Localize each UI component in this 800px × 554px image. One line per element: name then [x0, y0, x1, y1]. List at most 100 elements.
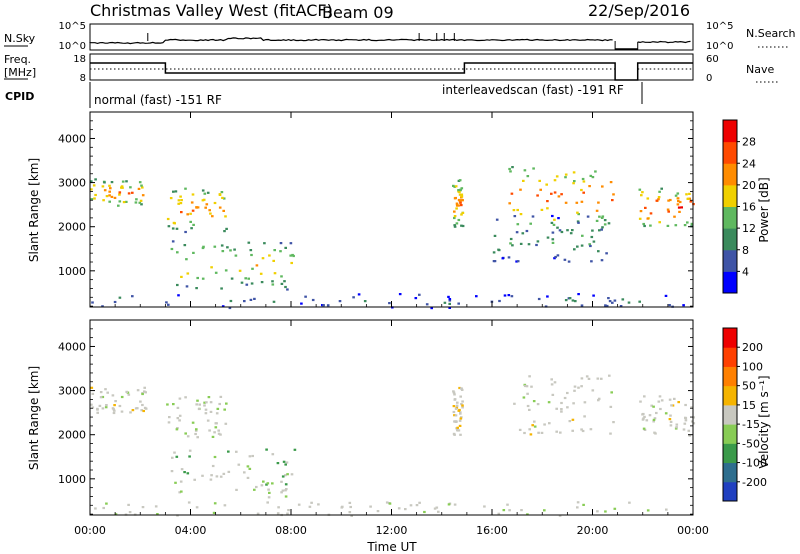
scatter-point-2	[245, 283, 249, 286]
scatter-point-4	[523, 169, 527, 172]
date-label: 22/Sep/2016	[588, 1, 690, 20]
scatter-point-0	[113, 409, 116, 412]
scatter-point-3	[460, 416, 463, 419]
scatter-point-0	[114, 400, 117, 403]
scatter-point-1	[205, 203, 209, 206]
nave-tick-bottom: 0	[706, 73, 712, 84]
scatter-point-6	[666, 224, 670, 227]
scatter-point-4	[580, 385, 583, 388]
scatter-point-4	[548, 422, 551, 425]
scatter-point-7	[503, 294, 507, 297]
scatter-point-0	[103, 189, 107, 192]
scatter-point-0	[96, 407, 99, 410]
scatter-point-2	[201, 474, 204, 477]
scatter-point-3	[453, 224, 456, 227]
velocity-ylabel: Slant Range [km]	[27, 366, 41, 470]
velocity-panel: 1000 2000 3000 4000 Slant Range [km] 200 100…	[27, 319, 771, 517]
time-axis-label: Time UT	[366, 540, 417, 554]
scatter-point-5	[546, 236, 550, 239]
scatter-point-0	[129, 186, 132, 189]
colorbar-tick-label: 8	[742, 244, 749, 257]
scatter-point-2	[290, 473, 294, 476]
scatter-point-1	[197, 407, 201, 411]
scatter-point-3	[460, 213, 463, 216]
scatter-point-4	[525, 385, 529, 388]
scatter-point-7	[664, 294, 668, 297]
scatter-point-2	[262, 480, 265, 483]
scatter-point-4	[512, 209, 516, 212]
scatter-point-4	[564, 176, 567, 179]
scatter-point-4	[550, 221, 554, 224]
scatter-point-7	[165, 301, 168, 304]
velocity-colorbar: 200 100 50 15 -15 -50 -100 -200	[722, 327, 767, 502]
scatter-point-2	[183, 471, 186, 474]
scatter-point-4	[609, 405, 613, 408]
scatter-point-2	[261, 257, 265, 260]
scatter-point-5	[598, 229, 601, 232]
scatter-point-0	[131, 191, 134, 194]
scatter-point-6	[156, 513, 159, 516]
scatter-point-7	[322, 304, 325, 307]
cpid-segment-normal: normal (fast) -151 RF	[94, 93, 222, 107]
scatter-point-6	[688, 192, 691, 195]
scatter-point-5	[560, 230, 564, 234]
scatter-point-6	[689, 200, 693, 203]
scatter-point-7	[249, 298, 253, 301]
scatter-point-4	[588, 185, 591, 188]
nsky-trace	[89, 33, 691, 50]
scatter-point-1	[208, 209, 211, 212]
scatter-point-1	[216, 407, 220, 410]
scatter-point-4	[601, 215, 605, 218]
scatter-point-2	[255, 264, 259, 267]
scatter-point-1	[184, 396, 187, 399]
scatter-point-2	[286, 288, 289, 291]
scatter-point-6	[154, 505, 158, 508]
scatter-point-2	[233, 248, 236, 251]
scatter-point-4	[560, 408, 563, 411]
scatter-point-6	[666, 208, 670, 211]
time-tick-label: 04:00	[175, 524, 207, 537]
scatter-point-6	[658, 190, 661, 193]
scatter-point-5	[519, 242, 523, 245]
scatter-point-0	[143, 386, 146, 389]
colorbar-tick-label: -100	[742, 457, 767, 470]
scatter-point-0	[93, 197, 96, 200]
scatter-point-5	[536, 240, 540, 243]
colorbar-swatch	[723, 385, 737, 406]
colorbar-tick-label: 16	[742, 201, 756, 214]
scatter-point-3	[455, 222, 459, 225]
scatter-point-2	[273, 272, 277, 275]
scatter-point-0	[143, 390, 146, 393]
scatter-point-6	[596, 510, 599, 513]
scatter-point-2	[235, 450, 238, 453]
scatter-point-2	[210, 266, 213, 269]
scatter-point-7	[363, 300, 367, 303]
scatter-point-1	[223, 230, 226, 233]
scatter-point-5	[525, 229, 529, 233]
scatter-point-1	[190, 227, 193, 230]
scatter-point-5	[591, 229, 594, 232]
scatter-point-1	[204, 206, 207, 209]
scatter-point-1	[177, 202, 180, 205]
scatter-point-5	[652, 418, 656, 421]
scatter-point-4	[607, 222, 611, 225]
scatter-point-2	[253, 488, 256, 491]
scatter-point-0	[138, 181, 142, 184]
scatter-point-0	[108, 184, 111, 187]
scatter-point-2	[211, 464, 215, 468]
scatter-point-2	[237, 463, 241, 466]
nsky-label: N.Sky	[4, 32, 36, 45]
scatter-point-4	[577, 386, 580, 389]
nsky-tick-top: 10^5	[59, 21, 86, 32]
scatter-point-2	[251, 454, 254, 458]
scatter-point-2	[224, 269, 228, 272]
scatter-point-6	[628, 501, 631, 504]
scatter-point-7	[243, 300, 246, 303]
scatter-point-6	[646, 197, 650, 200]
scatter-point-0	[141, 194, 145, 197]
scatter-point-4	[575, 201, 579, 204]
scatter-point-2	[250, 253, 253, 257]
scatter-point-2	[284, 495, 288, 498]
scatter-point-5	[597, 250, 600, 253]
scatter-point-0	[101, 185, 105, 188]
